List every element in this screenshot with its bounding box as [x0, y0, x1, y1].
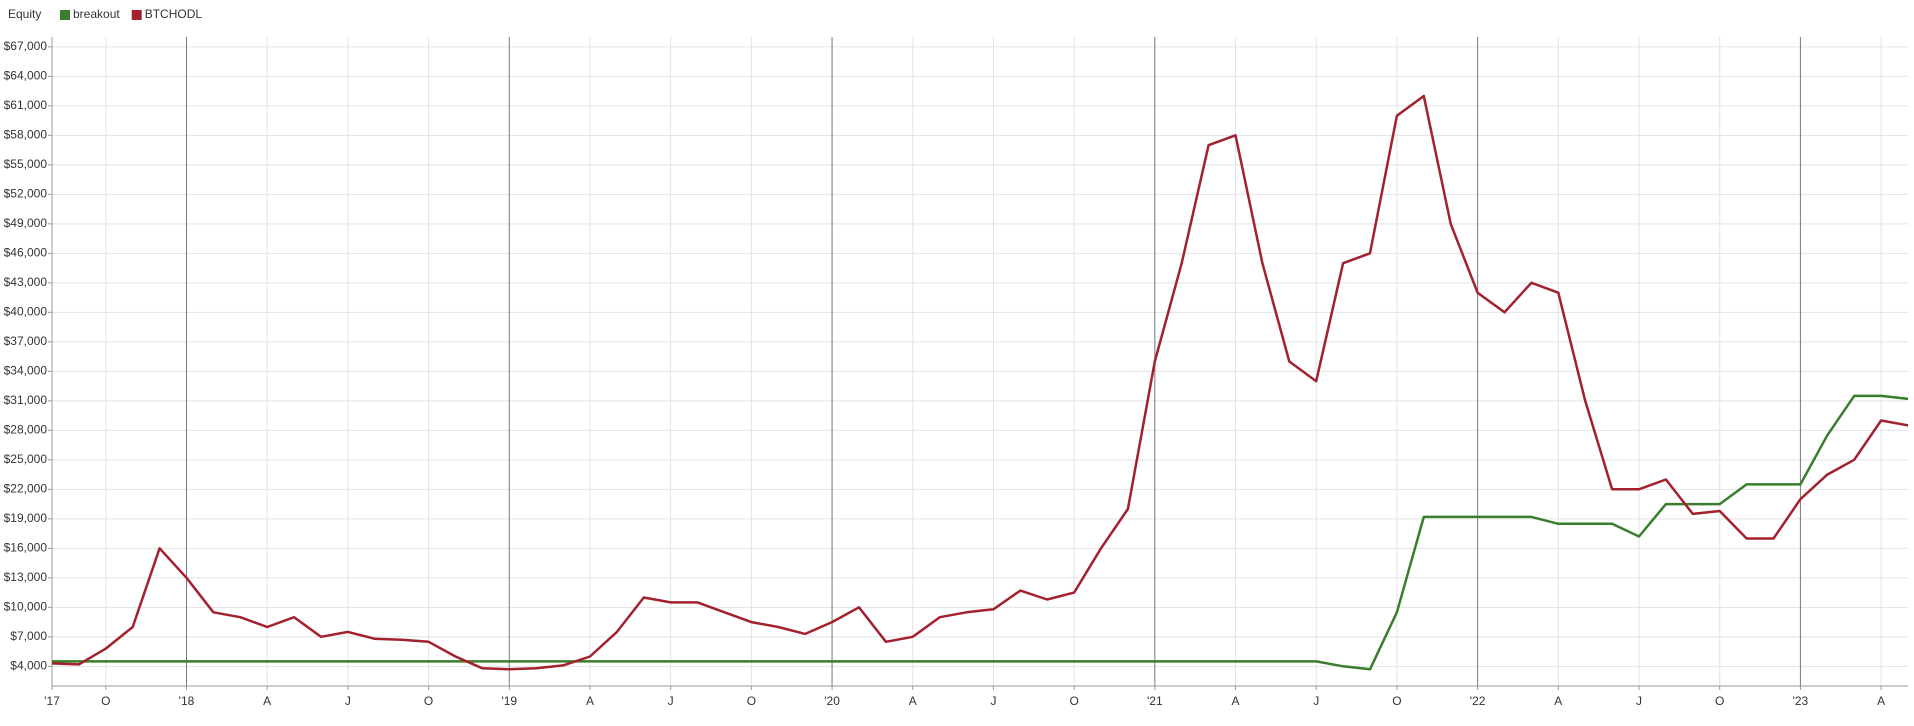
- y-tick-label: $31,000: [4, 393, 48, 407]
- y-tick-label: $67,000: [4, 39, 48, 53]
- y-tick-label: $16,000: [4, 541, 48, 555]
- y-tick-label: $37,000: [4, 334, 48, 348]
- legend-label: BTCHODL: [145, 7, 203, 21]
- y-tick-label: $40,000: [4, 305, 48, 319]
- y-tick-label: $10,000: [4, 600, 48, 614]
- y-tick-label: $7,000: [10, 629, 47, 643]
- x-tick-label: A: [1554, 694, 1562, 708]
- legend-label: breakout: [73, 7, 120, 21]
- x-tick-label: A: [1232, 694, 1240, 708]
- x-tick-label: '17: [44, 694, 60, 708]
- y-tick-label: $61,000: [4, 98, 48, 112]
- series-line: [51, 94, 1909, 671]
- legend-swatch: [131, 10, 142, 20]
- y-tick-label: $58,000: [4, 128, 48, 142]
- y-tick-label: $52,000: [4, 187, 48, 201]
- x-tick-label: '22: [1470, 694, 1486, 708]
- x-tick-label: A: [1877, 694, 1885, 708]
- y-tick-label: $19,000: [4, 511, 48, 525]
- x-tick-label: O: [1392, 694, 1401, 708]
- x-tick-label: '18: [179, 694, 195, 708]
- x-tick-label: J: [668, 694, 674, 708]
- x-tick-label: O: [424, 694, 433, 708]
- series-line: [52, 394, 1909, 671]
- x-tick-label: O: [747, 694, 756, 708]
- y-tick-label: $43,000: [4, 275, 48, 289]
- y-tick-label: $25,000: [4, 452, 48, 466]
- x-tick-label: A: [909, 694, 917, 708]
- x-tick-label: O: [1715, 694, 1724, 708]
- x-tick-label: J: [345, 694, 351, 708]
- y-tick-label: $22,000: [4, 482, 48, 496]
- x-tick-label: O: [101, 694, 110, 708]
- y-tick-label: $28,000: [4, 423, 48, 437]
- x-tick-label: A: [263, 694, 271, 708]
- y-tick-label: $34,000: [4, 364, 48, 378]
- x-tick-label: J: [990, 694, 996, 708]
- y-tick-label: $49,000: [4, 216, 48, 230]
- y-tick-label: $46,000: [4, 246, 48, 260]
- y-tick-label: $55,000: [4, 157, 48, 171]
- x-tick-label: '21: [1147, 694, 1163, 708]
- x-tick-label: J: [1636, 694, 1642, 708]
- x-tick-label: A: [586, 694, 594, 708]
- y-tick-label: $64,000: [4, 69, 48, 83]
- legend-swatch: [60, 10, 70, 20]
- legend-title: Equity: [8, 7, 41, 21]
- x-tick-label: '20: [824, 694, 840, 708]
- x-tick-label: J: [1313, 694, 1319, 708]
- x-tick-label: '23: [1793, 694, 1809, 708]
- x-tick-label: O: [1069, 694, 1078, 708]
- y-tick-label: $13,000: [4, 570, 48, 584]
- y-tick-label: $4,000: [10, 659, 47, 673]
- x-tick-label: '19: [501, 694, 517, 708]
